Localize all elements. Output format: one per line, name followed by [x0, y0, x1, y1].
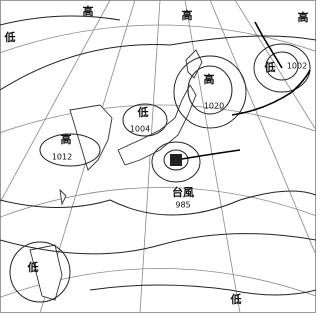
system-label: 高 [61, 132, 72, 146]
system-label: 高 [204, 72, 215, 86]
typhoon-center [170, 154, 182, 166]
system-label: 高 [298, 10, 309, 24]
pressure-label: 1004 [130, 125, 150, 134]
system-label: 高 [182, 8, 193, 22]
system-label: 低 [4, 30, 16, 44]
pressure-label: 1012 [52, 153, 72, 162]
system-label: 低 [230, 292, 242, 306]
pressure-label: 1020 [204, 102, 224, 111]
system-label: 低 [27, 260, 39, 274]
system-label: 低 [264, 60, 276, 74]
system-label: 低 [137, 105, 149, 119]
system-label: 台風 [172, 185, 194, 199]
pressure-label: 985 [175, 201, 190, 210]
weather-map: 低高高高高1012低1004高1020低1002台風985低低 [0, 0, 316, 313]
pressure-label: 1002 [287, 62, 307, 71]
system-label: 高 [83, 4, 94, 18]
